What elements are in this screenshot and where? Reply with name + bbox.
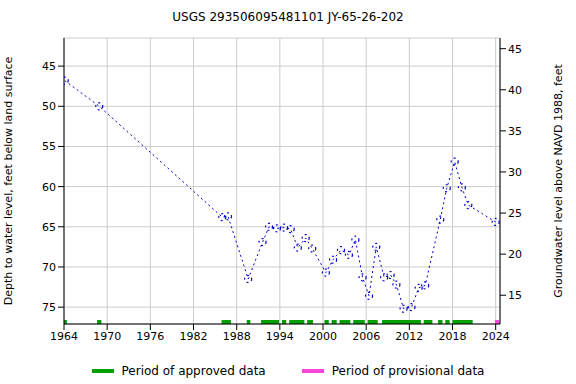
svg-text:60: 60 — [42, 181, 56, 194]
svg-text:65: 65 — [42, 221, 56, 234]
svg-text:55: 55 — [42, 140, 56, 153]
svg-text:20: 20 — [508, 248, 522, 261]
svg-text:1970: 1970 — [93, 330, 121, 343]
svg-text:2000: 2000 — [309, 330, 337, 343]
svg-text:Groundwater level above NAVD 1: Groundwater level above NAVD 1988, feet — [552, 64, 565, 298]
svg-text:1976: 1976 — [136, 330, 164, 343]
svg-text:70: 70 — [42, 261, 56, 274]
svg-text:2024: 2024 — [482, 330, 510, 343]
html-text:Period of approved data: Period of approved data — [121, 364, 266, 378]
svg-text:40: 40 — [508, 84, 522, 97]
svg-text:1982: 1982 — [180, 330, 208, 343]
html-text:USGS 293506095481101 JY-65-26-: USGS 293506095481101 JY-65-26-202 — [172, 10, 404, 24]
svg-text:1988: 1988 — [223, 330, 251, 343]
svg-text:2018: 2018 — [439, 330, 467, 343]
svg-text:35: 35 — [508, 125, 522, 138]
svg-text:45: 45 — [42, 60, 56, 73]
svg-text:2006: 2006 — [352, 330, 380, 343]
svg-text:45: 45 — [508, 43, 522, 56]
svg-text:15: 15 — [508, 289, 522, 302]
svg-text:30: 30 — [508, 166, 522, 179]
svg-text:1994: 1994 — [266, 330, 294, 343]
html-text:Period of provisional data: Period of provisional data — [331, 364, 485, 378]
svg-text:Depth to water level, feet bel: Depth to water level, feet below land su… — [8, 56, 15, 305]
svg-text:50: 50 — [42, 100, 56, 113]
svg-text:75: 75 — [42, 301, 56, 314]
svg-text:1964: 1964 — [50, 330, 78, 343]
svg-text:25: 25 — [508, 207, 522, 220]
svg-text:2012: 2012 — [395, 330, 423, 343]
